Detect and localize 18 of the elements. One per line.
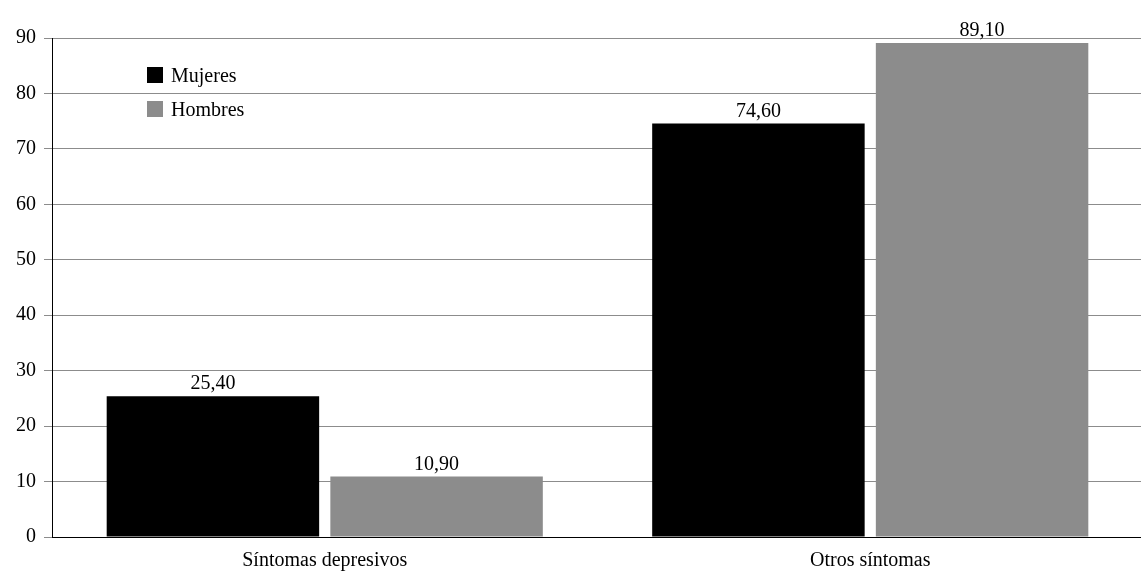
y-tick-label: 10 — [16, 468, 36, 491]
y-tick-label: 50 — [16, 247, 36, 270]
legend-label: Hombres — [171, 97, 245, 121]
y-tick-label: 40 — [16, 302, 36, 325]
y-tick-label: 80 — [16, 80, 36, 103]
x-tick-label: Otros síntomas — [809, 548, 931, 571]
data-label: 10,90 — [414, 451, 460, 474]
data-label: 74,60 — [735, 98, 781, 121]
y-tick-label: 70 — [16, 136, 36, 159]
y-tick-label: 60 — [16, 191, 36, 214]
data-label: 25,40 — [190, 371, 236, 394]
x-tick-label: Síntomas depresivos — [242, 548, 408, 572]
y-tick-label: 0 — [26, 524, 36, 547]
y-tick-label: 90 — [16, 25, 36, 48]
legend-label: Mujeres — [171, 63, 237, 87]
y-tick-label: 20 — [16, 413, 36, 436]
y-tick-label: 30 — [16, 357, 36, 380]
data-label: 89,10 — [959, 18, 1005, 41]
